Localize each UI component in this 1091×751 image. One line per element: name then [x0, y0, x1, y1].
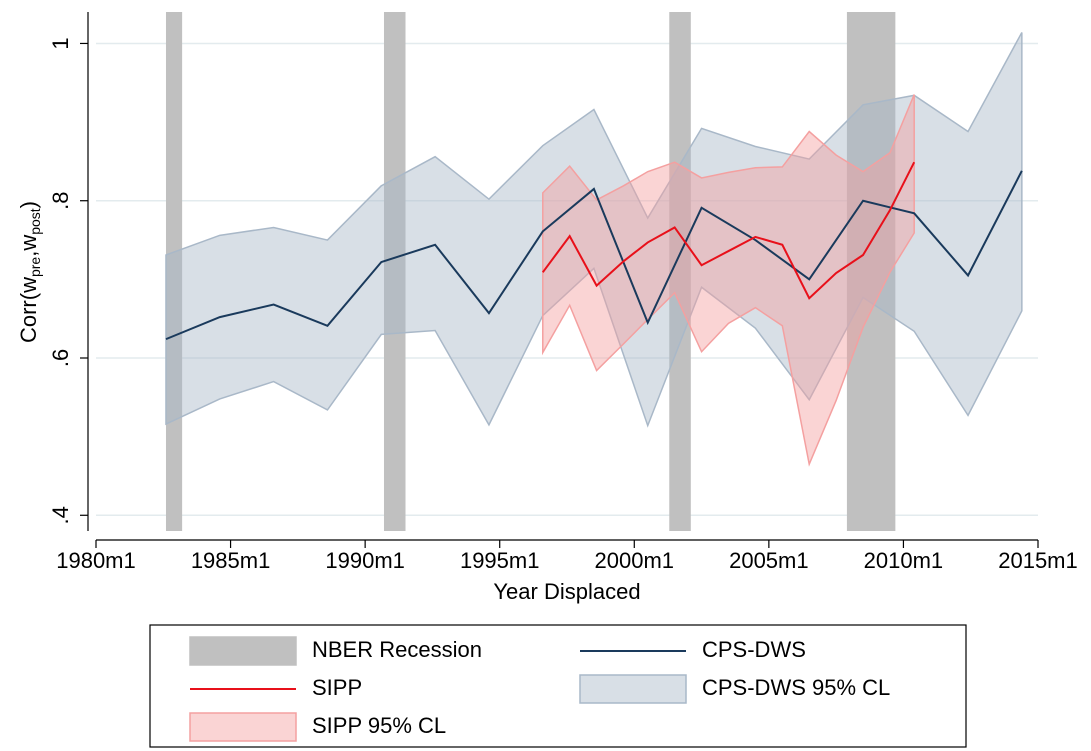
recession-bar [846, 12, 896, 531]
x-tick-label: 1995m1 [460, 548, 540, 573]
y-axis-title: Corr(wpre,wpost) [16, 201, 43, 343]
legend-label: NBER Recession [312, 637, 482, 662]
y-title-part: ,w [16, 235, 41, 257]
legend-label: SIPP 95% CL [312, 713, 446, 738]
y-tick-label: .8 [48, 192, 73, 210]
recession-bar [669, 12, 691, 531]
legend-label: CPS-DWS [702, 637, 806, 662]
ci-band [542, 94, 915, 467]
x-tick-label: 2005m1 [729, 548, 809, 573]
x-tick-label: 2015m1 [998, 548, 1078, 573]
x-tick-label: 1980m1 [56, 548, 136, 573]
recession-bar [383, 12, 406, 531]
x-tick-label: 2010m1 [864, 548, 944, 573]
legend-swatch [189, 712, 297, 742]
y-tick-label: .6 [48, 349, 73, 367]
y-title-part: Corr(w [16, 277, 41, 343]
y-title-sub: pre [27, 257, 43, 277]
legend-label: CPS-DWS 95% CL [702, 675, 890, 700]
legend-swatch [189, 636, 297, 666]
recession-bar [165, 12, 183, 531]
series-line [165, 170, 1023, 341]
x-axis-title: Year Displaced [493, 579, 640, 604]
x-tick-label: 1985m1 [191, 548, 271, 573]
y-tick-label: 1 [48, 37, 73, 49]
x-tick-label: 2000m1 [595, 548, 675, 573]
legend-label: SIPP [312, 675, 362, 700]
x-tick-label: 1990m1 [325, 548, 405, 573]
ci-band [165, 32, 1023, 428]
y-tick-label: .4 [48, 506, 73, 524]
y-title-sub: post [27, 208, 43, 235]
y-title-part: ) [16, 201, 41, 208]
legend-swatch [579, 674, 687, 704]
series-line [541, 161, 916, 300]
